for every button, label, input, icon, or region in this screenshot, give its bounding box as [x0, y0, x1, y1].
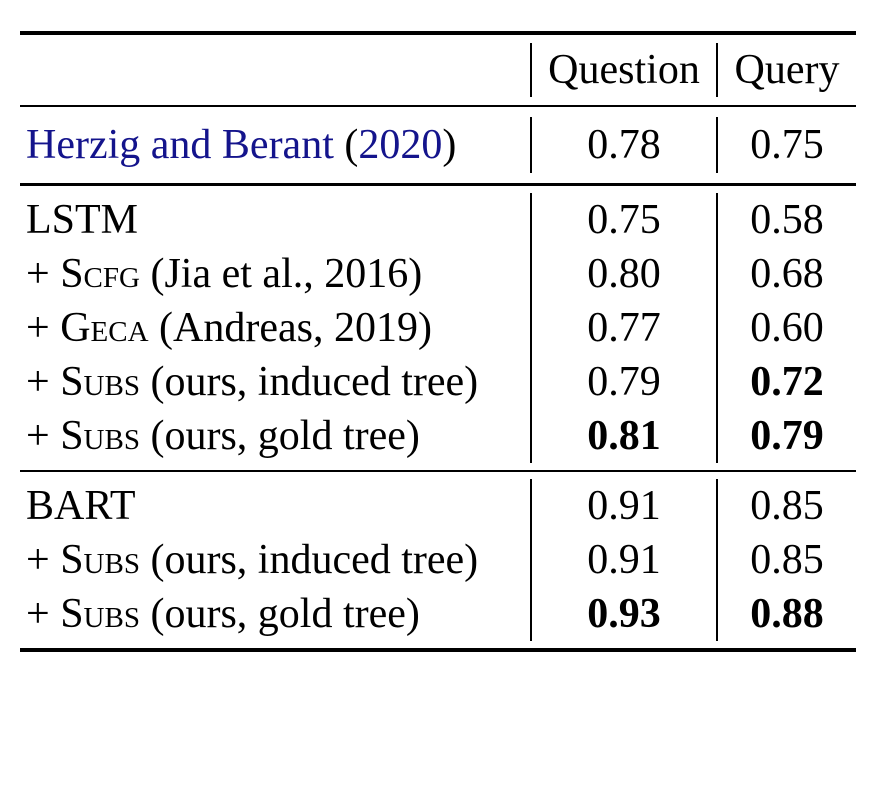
citation-link[interactable]: Herzig and Berant — [26, 122, 334, 168]
text-segment: + — [26, 359, 61, 405]
table-row: + Subs (ours, gold tree) 0.81 0.79 — [20, 409, 856, 463]
text-segment: (Jia et al., 2016) — [139, 251, 423, 297]
question-value: 0.77 — [530, 301, 716, 355]
table-row: BART 0.91 0.85 — [20, 479, 856, 533]
row-label-subs-induced: + Subs (ours, induced tree) — [20, 355, 530, 409]
smallcaps-text: Subs — [60, 413, 140, 459]
query-value: 0.58 — [716, 193, 856, 247]
text-segment: (ours, induced tree) — [139, 537, 479, 583]
results-table: Question Query Herzig and Berant (2020) … — [20, 31, 856, 652]
text-segment: (ours, gold tree) — [139, 413, 420, 459]
smallcaps-text: Subs — [60, 359, 140, 405]
question-value: 0.78 — [530, 117, 716, 173]
section-lstm: LSTM 0.75 0.58 + Scfg (Jia et al., 2016)… — [20, 186, 856, 470]
question-value: 0.81 — [530, 409, 716, 463]
text-segment: + — [26, 591, 61, 637]
header-query-column: Query — [716, 43, 856, 97]
text-segment: (ours, induced tree) — [139, 359, 479, 405]
text-segment: + — [26, 537, 61, 583]
lstm-bart-divider-rule — [20, 470, 856, 472]
table-top-rule — [20, 31, 856, 35]
text-segment: + — [26, 413, 61, 459]
text-segment: ) — [442, 122, 457, 168]
text-segment: ( — [333, 122, 359, 168]
question-value: 0.75 — [530, 193, 716, 247]
row-label-subs-gold: + Subs (ours, gold tree) — [20, 409, 530, 463]
smallcaps-text: Subs — [60, 591, 140, 637]
smallcaps-text: Subs — [60, 537, 140, 583]
question-value: 0.79 — [530, 355, 716, 409]
query-value: 0.88 — [716, 587, 856, 641]
smallcaps-text: Scfg — [60, 251, 140, 297]
table-row: + Scfg (Jia et al., 2016) 0.80 0.68 — [20, 247, 856, 301]
header-divider-rule — [20, 105, 856, 107]
query-value: 0.85 — [716, 479, 856, 533]
table-header-section: Question Query — [20, 35, 856, 105]
row-label-lstm: LSTM — [20, 193, 530, 247]
table-row: + Subs (ours, gold tree) 0.93 0.88 — [20, 587, 856, 641]
query-value: 0.72 — [716, 355, 856, 409]
row-label-bart: BART — [20, 479, 530, 533]
table-row: Herzig and Berant (2020) 0.78 0.75 — [20, 117, 856, 173]
question-value: 0.80 — [530, 247, 716, 301]
table-row: + Subs (ours, induced tree) 0.79 0.72 — [20, 355, 856, 409]
query-value: 0.75 — [716, 117, 856, 173]
text-segment: LSTM — [26, 197, 139, 243]
text-segment: (ours, gold tree) — [139, 591, 420, 637]
prior-lstm-divider-rule — [20, 183, 856, 186]
text-segment: + — [26, 251, 61, 297]
query-value: 0.68 — [716, 247, 856, 301]
row-label-subs-gold: + Subs (ours, gold tree) — [20, 587, 530, 641]
query-value: 0.85 — [716, 533, 856, 587]
row-label-scfg: + Scfg (Jia et al., 2016) — [20, 247, 530, 301]
section-prior-work: Herzig and Berant (2020) 0.78 0.75 — [20, 107, 856, 183]
table-row: + Geca (Andreas, 2019) 0.77 0.60 — [20, 301, 856, 355]
section-bart: BART 0.91 0.85 + Subs (ours, induced tre… — [20, 472, 856, 648]
text-segment: (Andreas, 2019) — [148, 305, 432, 351]
header-row: Question Query — [20, 43, 856, 97]
row-label-subs-induced: + Subs (ours, induced tree) — [20, 533, 530, 587]
row-label-geca: + Geca (Andreas, 2019) — [20, 301, 530, 355]
question-value: 0.93 — [530, 587, 716, 641]
header-question-column: Question — [530, 43, 716, 97]
table-row: LSTM 0.75 0.58 — [20, 193, 856, 247]
question-value: 0.91 — [530, 479, 716, 533]
text-segment: + — [26, 305, 61, 351]
row-label-herzig-berant: Herzig and Berant (2020) — [20, 117, 530, 173]
header-empty-cell — [20, 43, 530, 97]
table-bottom-rule — [20, 648, 856, 652]
question-value: 0.91 — [530, 533, 716, 587]
query-value: 0.79 — [716, 409, 856, 463]
citation-link[interactable]: 2020 — [358, 122, 443, 168]
text-segment: BART — [26, 483, 136, 529]
query-value: 0.60 — [716, 301, 856, 355]
table-caption: Table 2: Exact-match accuracy on i.i.d. … — [5, 696, 857, 800]
table-row: + Subs (ours, induced tree) 0.91 0.85 — [20, 533, 856, 587]
smallcaps-text: Geca — [60, 305, 149, 351]
